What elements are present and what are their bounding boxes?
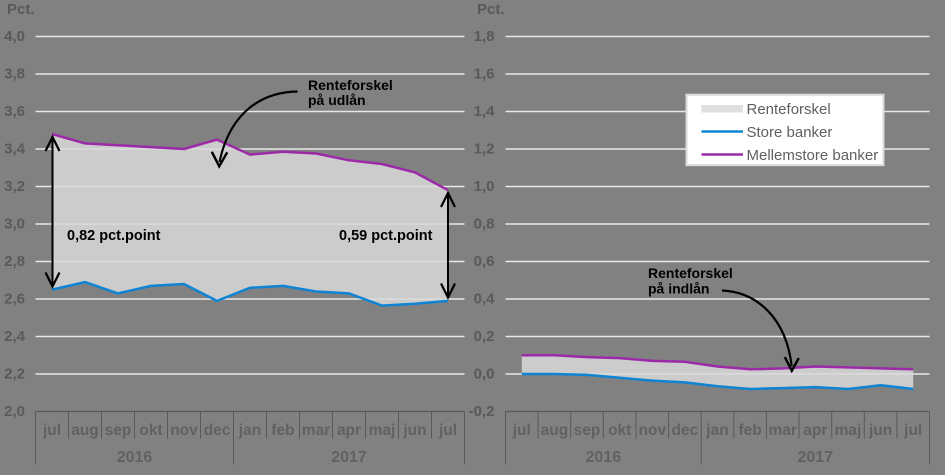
svg-text:2017: 2017 (798, 449, 834, 466)
svg-text:okt: okt (139, 422, 162, 439)
svg-text:apr: apr (337, 422, 361, 439)
svg-text:Pct.: Pct. (477, 1, 505, 18)
svg-text:1,6: 1,6 (474, 66, 495, 83)
svg-text:2,4: 2,4 (4, 328, 26, 345)
svg-text:Renteforskel: Renteforskel (747, 101, 831, 118)
svg-text:1,8: 1,8 (474, 28, 495, 45)
svg-text:2016: 2016 (117, 449, 153, 466)
svg-text:jul: jul (438, 422, 457, 439)
svg-text:Pct.: Pct. (7, 1, 35, 18)
svg-text:0,59 pct.point: 0,59 pct.point (339, 228, 433, 244)
svg-text:jan: jan (238, 422, 261, 439)
svg-text:sep: sep (574, 422, 601, 439)
svg-text:2,0: 2,0 (4, 403, 25, 420)
svg-text:Store banker: Store banker (747, 124, 833, 141)
svg-text:apr: apr (803, 422, 827, 439)
svg-text:sep: sep (105, 422, 132, 439)
svg-text:2017: 2017 (331, 449, 367, 466)
svg-text:0,82 pct.point: 0,82 pct.point (67, 228, 161, 244)
svg-text:feb: feb (738, 422, 761, 439)
svg-text:3,6: 3,6 (4, 103, 25, 120)
svg-text:på udlån: på udlån (308, 92, 366, 108)
svg-text:dec: dec (204, 422, 231, 439)
svg-text:jan: jan (705, 422, 728, 439)
svg-text:maj: maj (835, 422, 862, 439)
svg-text:dec: dec (672, 422, 699, 439)
svg-text:1,0: 1,0 (474, 178, 495, 195)
svg-text:maj: maj (369, 422, 396, 439)
svg-text:0,0: 0,0 (474, 366, 495, 383)
svg-text:nov: nov (170, 422, 198, 439)
svg-text:0,2: 0,2 (474, 328, 495, 345)
svg-text:3,8: 3,8 (4, 66, 25, 83)
svg-text:mar: mar (302, 422, 330, 439)
svg-text:aug: aug (71, 422, 99, 439)
svg-text:aug: aug (541, 422, 569, 439)
svg-text:1,4: 1,4 (474, 103, 496, 120)
svg-text:nov: nov (639, 422, 667, 439)
svg-text:2,8: 2,8 (4, 253, 25, 270)
svg-text:3,2: 3,2 (4, 178, 25, 195)
svg-text:mar: mar (768, 422, 796, 439)
svg-text:jun: jun (868, 422, 892, 439)
svg-text:3,0: 3,0 (4, 216, 25, 233)
svg-text:-0,2: -0,2 (469, 403, 495, 420)
svg-text:2,2: 2,2 (4, 366, 25, 383)
svg-text:3,4: 3,4 (4, 141, 26, 158)
svg-text:2016: 2016 (586, 449, 622, 466)
svg-text:okt: okt (608, 422, 631, 439)
svg-text:0,8: 0,8 (474, 216, 495, 233)
svg-text:Mellemstore banker: Mellemstore banker (747, 147, 879, 164)
svg-text:1,2: 1,2 (474, 141, 495, 158)
svg-text:jul: jul (512, 422, 531, 439)
svg-text:jul: jul (903, 422, 922, 439)
svg-text:2,6: 2,6 (4, 291, 25, 308)
svg-text:Renteforskel: Renteforskel (308, 77, 393, 93)
svg-text:0,4: 0,4 (474, 291, 496, 308)
svg-text:jun: jun (402, 422, 426, 439)
svg-text:4,0: 4,0 (4, 28, 25, 45)
svg-text:0,6: 0,6 (474, 253, 495, 270)
svg-text:jul: jul (42, 422, 61, 439)
svg-text:feb: feb (271, 422, 294, 439)
svg-text:Renteforskel: Renteforskel (648, 265, 733, 281)
svg-text:på indlån: på indlån (648, 281, 709, 297)
